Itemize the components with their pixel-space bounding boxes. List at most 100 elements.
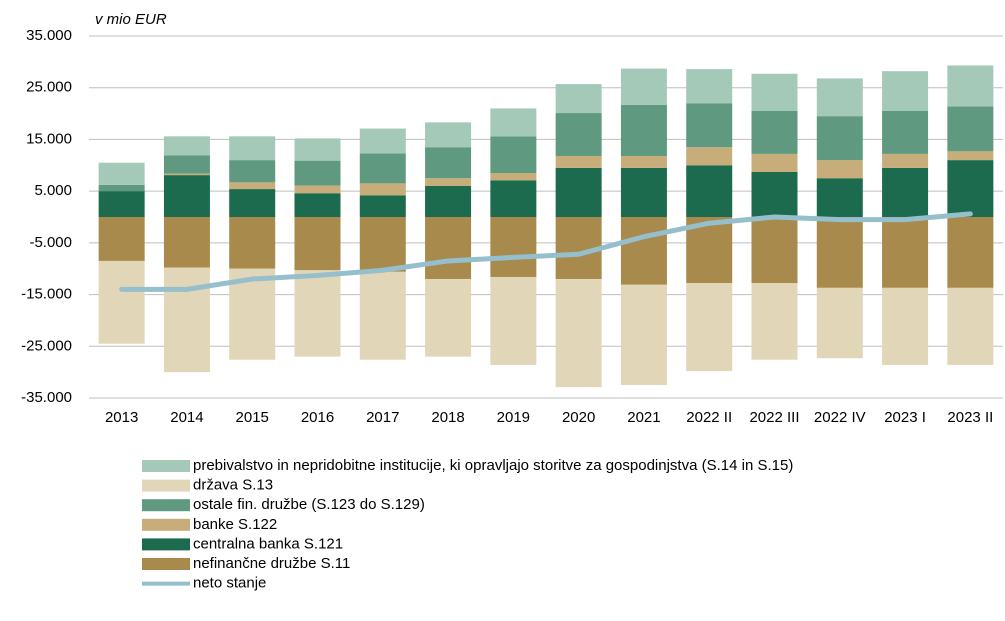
x-tick-label: 2022 III — [749, 409, 799, 426]
bar-segment — [98, 191, 145, 217]
bar-segment — [882, 167, 929, 217]
legend-swatch — [142, 499, 190, 512]
bar-segment — [620, 284, 667, 386]
x-tick-label: 2020 — [562, 409, 595, 426]
bar-segment — [98, 260, 145, 344]
legend-swatch — [142, 558, 190, 570]
bar-segment — [816, 287, 863, 359]
bar-segment — [490, 276, 537, 365]
bar-segment — [686, 283, 733, 372]
x-tick-label: 2022 II — [686, 409, 732, 426]
y-tick-label: 5.000 — [34, 182, 72, 199]
bar-segment — [555, 155, 602, 168]
bar-segment — [882, 153, 929, 168]
bar-segment — [555, 279, 602, 388]
bar-segment — [686, 69, 733, 104]
bar-segment — [620, 167, 667, 217]
y-tick-label: 25.000 — [26, 79, 72, 96]
bar-segment — [686, 147, 733, 166]
legend-label: ostale fin. družbe (S.123 do S.129) — [193, 496, 425, 513]
bar-segment — [490, 108, 537, 137]
bar-segment — [294, 160, 341, 186]
line — [119, 211, 973, 292]
bar-segment — [947, 151, 994, 161]
bar-segment — [359, 128, 406, 154]
bar-segment — [425, 279, 472, 357]
bar-segment — [98, 184, 145, 192]
y-tick-label: 35.000 — [26, 27, 72, 44]
bar-segment — [816, 116, 863, 161]
bar-segment — [425, 122, 472, 148]
bar-segment — [163, 175, 210, 217]
bar-segment — [816, 178, 863, 217]
bar-segment — [229, 182, 276, 190]
bar-segment — [163, 136, 210, 156]
y-tick-label: -25.000 — [21, 337, 72, 354]
legend-label: država S.13 — [193, 477, 273, 494]
bar-segment — [882, 217, 929, 288]
x-tick-label: 2015 — [236, 409, 269, 426]
bar-segment — [359, 195, 406, 217]
x-tick-label: 2013 — [105, 409, 138, 426]
bar-segment — [882, 110, 929, 154]
bar-segment — [882, 287, 929, 365]
bar-segment — [294, 193, 341, 217]
bar-segment — [751, 73, 798, 111]
bar-segment — [751, 283, 798, 360]
bar-segment — [751, 217, 798, 284]
y-tick-label: -35.000 — [21, 389, 72, 406]
legend-label: neto stanje — [193, 575, 266, 592]
bar-segment — [490, 173, 537, 181]
legend-label: centralna banka S.121 — [193, 535, 343, 552]
bar-segment — [555, 84, 602, 114]
bar-segment — [947, 287, 994, 365]
bar-segment — [490, 180, 537, 217]
bar-segment — [425, 217, 472, 280]
bar-segment — [620, 217, 667, 285]
bar-segment — [425, 147, 472, 179]
bar-segment — [425, 185, 472, 217]
x-tick-label: 2014 — [170, 409, 203, 426]
y-tick-label: 15.000 — [26, 130, 72, 147]
bar-segment — [98, 162, 145, 185]
legend-swatch — [142, 479, 190, 492]
x-tick-label: 2022 IV — [814, 409, 866, 426]
bar-segment — [294, 138, 341, 161]
x-tick-label: 2023 I — [884, 409, 926, 426]
bar-segment — [294, 270, 341, 357]
y-tick-label: -5.000 — [29, 234, 72, 251]
bar-segment — [359, 217, 406, 272]
bar-segment — [425, 178, 472, 186]
bar-segment — [229, 217, 276, 269]
legend-swatch — [142, 460, 190, 472]
bar-segment — [816, 217, 863, 288]
bar-segment — [490, 136, 537, 174]
bar-segment — [163, 155, 210, 174]
bar-segment — [620, 68, 667, 105]
x-tick-label: 2017 — [366, 409, 399, 426]
bar-segment — [686, 165, 733, 217]
bar-segment — [751, 153, 798, 173]
bar-segment — [882, 71, 929, 111]
bar-segment — [359, 153, 406, 184]
bar-segment — [620, 155, 667, 168]
bar-segment — [229, 160, 276, 183]
legend-swatch — [142, 518, 190, 531]
bar-segment — [229, 136, 276, 161]
x-tick-label: 2019 — [497, 409, 530, 426]
x-tick-label: 2018 — [431, 409, 464, 426]
x-tick-label: 2021 — [627, 409, 660, 426]
legend-swatch — [142, 538, 190, 551]
bar-segment — [947, 160, 994, 217]
bar-segment — [359, 183, 406, 196]
legend-label: banke S.122 — [193, 516, 277, 533]
bar-segment — [294, 217, 341, 271]
bar-segment — [294, 185, 341, 194]
bar-segment — [555, 113, 602, 156]
legend-label: prebivalstvo in nepridobitne institucije… — [193, 457, 793, 474]
x-tick-label: 2016 — [301, 409, 334, 426]
bar-segment — [163, 217, 210, 268]
bar-segment — [947, 65, 994, 107]
bar-segment — [947, 106, 994, 152]
bar-segment — [359, 271, 406, 360]
